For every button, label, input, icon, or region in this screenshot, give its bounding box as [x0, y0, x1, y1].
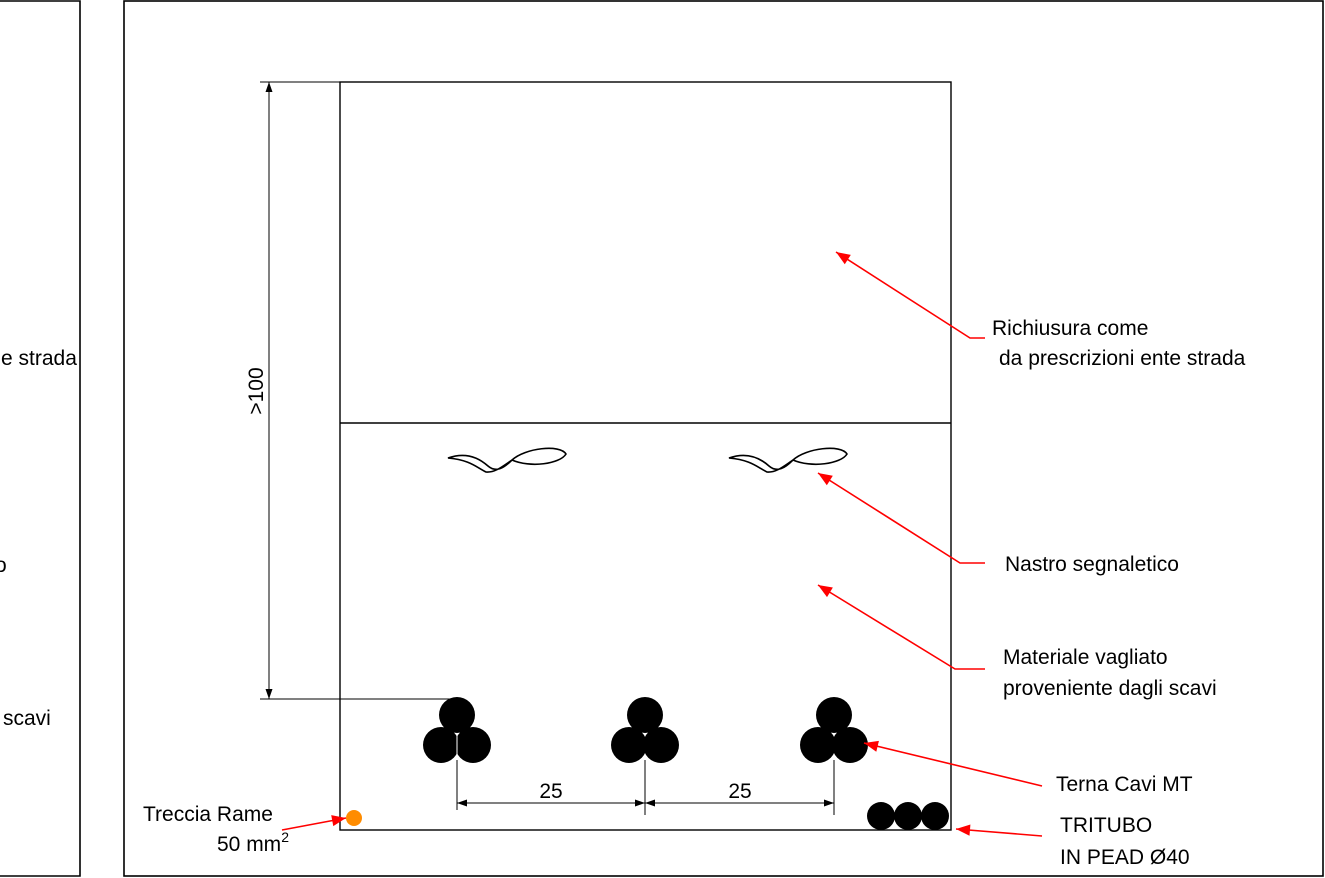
- leader-materiale: [817, 584, 985, 670]
- leader-tritubo: [955, 824, 1043, 837]
- left-scavi-fragment: scavi: [3, 707, 51, 730]
- tritubo-ducts: [867, 802, 949, 830]
- cable-trefoil-center: [611, 697, 679, 815]
- leader-richiusura: [835, 251, 985, 339]
- tritubo-line1: TRITUBO: [1060, 814, 1152, 837]
- leaders: [281, 251, 1043, 837]
- spacing-left-label: 25: [539, 780, 562, 803]
- annotation-texts: Richiusura come da prescrizioni ente str…: [143, 317, 1246, 869]
- cable-trefoil-left: [423, 697, 491, 810]
- materiale-line2: proveniente dagli scavi: [1003, 677, 1217, 700]
- terna-label: Terna Cavi MT: [1056, 773, 1193, 796]
- warning-tape-left: [447, 447, 567, 473]
- richiusura-line1: Richiusura come: [992, 317, 1148, 340]
- spacing-dimensions: 25 25: [457, 780, 834, 807]
- left-panel: e strada o scavi: [0, 0, 81, 877]
- treccia-line1: Treccia Rame: [143, 803, 273, 826]
- main-panel-frame: [123, 0, 1324, 877]
- left-strada-fragment: e strada: [1, 347, 77, 370]
- warning-tape-right: [728, 447, 848, 473]
- treccia-superscript: 2: [281, 829, 289, 845]
- left-o-fragment: o: [0, 554, 7, 577]
- treccia-value: 50 mm: [217, 833, 281, 856]
- spacing-right-label: 25: [728, 780, 751, 803]
- trench: [339, 81, 952, 831]
- nastro-label: Nastro segnaletico: [1005, 553, 1179, 576]
- richiusura-line2: da prescrizioni ente strada: [999, 347, 1246, 370]
- depth-dimension-label: >100: [245, 367, 268, 414]
- leader-terna: [863, 740, 1043, 787]
- treccia-line2: 50 mm2: [217, 829, 289, 856]
- cable-trefoil-right: [800, 697, 868, 815]
- left-panel-frame: [0, 0, 81, 877]
- trench-outline: [339, 81, 952, 831]
- tritubo-line2: IN PEAD Ø40: [1060, 846, 1190, 869]
- materiale-line1: Materiale vagliato: [1003, 646, 1168, 669]
- leader-treccia: [281, 815, 347, 831]
- leader-nastro: [817, 472, 985, 564]
- copper-braid: [346, 810, 362, 826]
- depth-dimension: >100: [245, 81, 460, 700]
